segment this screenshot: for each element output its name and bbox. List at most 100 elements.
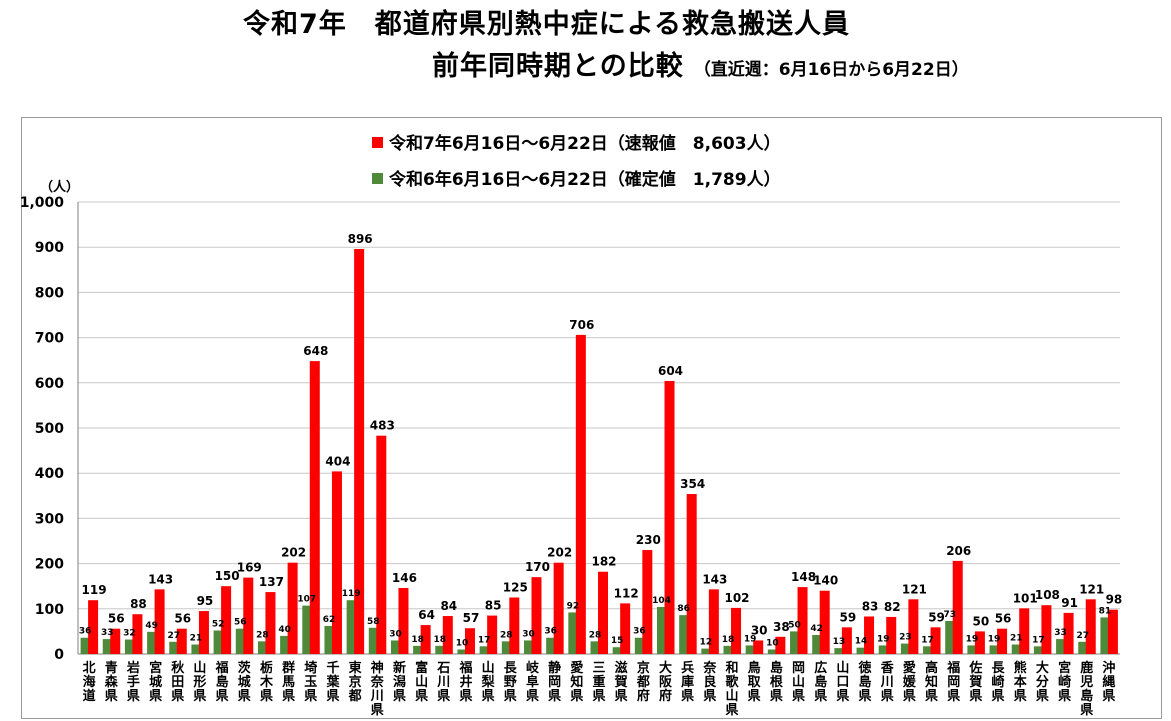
x-tick-label: 福岡県	[946, 660, 960, 704]
x-tick-label: 福島県	[215, 660, 229, 704]
data-label-2024: 28	[500, 630, 513, 640]
data-label-2024: 13	[833, 637, 846, 647]
bar-2024	[435, 645, 445, 654]
chart-title-line2: 前年同時期との比較 （直近週：6月16日から6月22日）	[432, 51, 969, 82]
data-label-2025: 85	[485, 599, 502, 613]
x-tick-label: 石川県	[436, 661, 450, 704]
x-tick-label: 鹿児島県	[1079, 660, 1093, 718]
y-axis-unit-label: （人）	[40, 179, 79, 195]
bar-2024	[679, 615, 689, 654]
data-label-2025: 206	[946, 544, 971, 558]
y-tick-label: 800	[35, 285, 64, 301]
data-label-2024: 58	[367, 617, 380, 627]
data-label-2025: 98	[1106, 593, 1123, 607]
bar-2024	[767, 649, 777, 654]
bar-2024	[346, 600, 356, 654]
bar-2024	[324, 625, 334, 654]
data-label-2024: 104	[652, 596, 671, 606]
data-label-2025: 202	[281, 546, 306, 560]
data-label-2024: 56	[234, 618, 247, 628]
data-label-2024: 50	[788, 620, 801, 630]
data-label-2025: 354	[680, 477, 705, 491]
legend-swatch-2025	[372, 137, 383, 148]
data-label-2025: 82	[884, 600, 901, 614]
bar-2025	[398, 588, 409, 654]
data-label-2024: 62	[323, 615, 336, 625]
x-tick-label: 大分県	[1036, 660, 1049, 704]
x-tick-label: 青森県	[105, 660, 119, 704]
data-label-2025: 140	[813, 574, 838, 588]
x-tick-label: 三重県	[592, 661, 605, 704]
x-tick-label: 愛知県	[570, 660, 583, 704]
data-label-2024: 28	[589, 630, 602, 640]
x-tick-label: 栃木県	[259, 660, 274, 704]
chart-title-note: （直近週：6月16日から6月22日）	[693, 60, 969, 80]
legend-label-2025: 令和7年6月16日～6月22日（速報値 8,603人）	[389, 134, 781, 154]
data-label-2025: 56	[108, 612, 125, 626]
data-label-2025: 148	[791, 570, 816, 584]
data-label-2025: 91	[1061, 596, 1078, 610]
bar-2024	[280, 635, 290, 654]
x-tick-label: 高知県	[925, 660, 938, 704]
bar-2024	[989, 645, 999, 654]
data-label-2024: 23	[899, 633, 912, 643]
bar-2024	[546, 637, 556, 654]
bar-2025	[886, 616, 897, 654]
bar-2024	[213, 630, 223, 654]
legend-item-2025: 令和7年6月16日～6月22日（速報値 8,603人）	[372, 129, 781, 154]
x-tick-label: 北海道	[83, 661, 96, 704]
bar-2024	[745, 645, 755, 654]
bar-2025	[376, 435, 387, 654]
data-label-2025: 101	[1013, 591, 1038, 605]
data-label-2024: 36	[544, 627, 557, 637]
data-label-2025: 83	[862, 599, 879, 613]
bar-2024	[368, 627, 378, 654]
bar-2025	[864, 616, 875, 654]
x-tick-label: 奈良県	[702, 660, 717, 704]
x-tick-label: 沖縄県	[1102, 660, 1115, 704]
data-label-2025: 170	[525, 560, 550, 574]
data-label-2025: 896	[348, 232, 373, 246]
bar-2024	[102, 639, 112, 654]
data-label-2025: 121	[1079, 582, 1104, 596]
data-label-2024: 81	[1099, 606, 1112, 616]
x-tick-label: 千葉県	[325, 660, 340, 704]
bar-2025	[974, 631, 985, 654]
bar-2025	[354, 249, 365, 654]
bar-2025	[930, 627, 941, 654]
data-label-2024: 12	[700, 638, 713, 648]
bar-2025	[1019, 608, 1030, 654]
bar-2024	[612, 647, 622, 654]
data-label-2025: 59	[928, 610, 945, 624]
data-label-2025: 56	[995, 612, 1012, 626]
data-label-2024: 32	[123, 629, 136, 639]
bar-2024	[523, 640, 533, 654]
bar-2025	[553, 562, 564, 654]
bar-2024	[634, 637, 644, 654]
x-tick-label: 秋田県	[171, 660, 185, 704]
bar-2024	[501, 641, 511, 654]
x-tick-label: 広島県	[814, 660, 827, 704]
data-label-2025: 150	[215, 569, 240, 583]
data-label-2024: 49	[145, 621, 158, 631]
bar-2025	[686, 493, 697, 654]
bar-2024	[413, 645, 423, 654]
bar-2025	[908, 599, 919, 654]
bar-2025	[819, 590, 830, 654]
legend-swatch-2024	[372, 173, 383, 184]
data-label-2024: 10	[456, 638, 469, 648]
data-label-2025: 125	[503, 581, 528, 595]
bar-2025	[797, 587, 808, 654]
x-tick-label: 群馬県	[282, 660, 295, 704]
data-label-2025: 108	[1035, 588, 1060, 602]
x-tick-label: 岩手県	[126, 660, 140, 704]
data-label-2025: 64	[418, 608, 435, 622]
bar-2025	[287, 562, 298, 654]
data-label-2025: 57	[463, 611, 480, 625]
bar-2025	[176, 628, 187, 654]
bar-2025	[221, 586, 232, 654]
bar-2024	[945, 621, 955, 654]
bar-2024	[457, 649, 467, 654]
x-tick-label: 滋賀県	[614, 660, 628, 704]
bar-2025	[154, 589, 165, 654]
